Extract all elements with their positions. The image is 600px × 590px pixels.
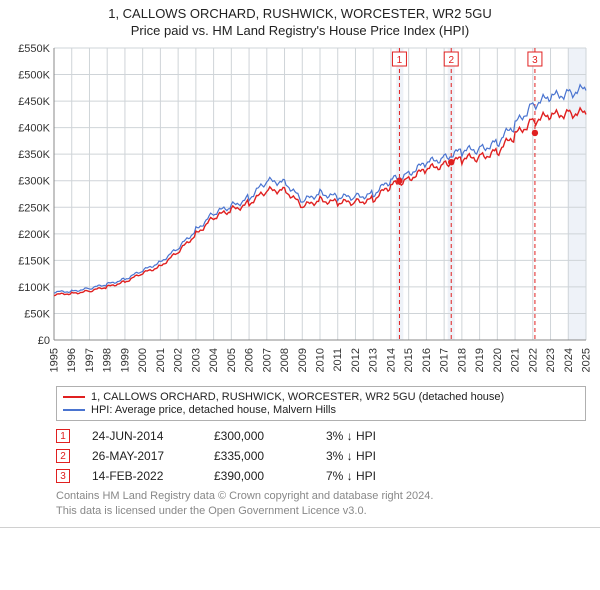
event-price: £335,000 bbox=[214, 449, 304, 463]
svg-text:2025: 2025 bbox=[581, 348, 592, 372]
event-flag-label: 1 bbox=[397, 55, 403, 66]
event-delta: 7% ↓ HPI bbox=[326, 469, 376, 483]
svg-text:2001: 2001 bbox=[155, 348, 167, 372]
svg-text:2008: 2008 bbox=[279, 348, 291, 372]
svg-text:1997: 1997 bbox=[84, 348, 96, 372]
event-price: £390,000 bbox=[214, 469, 304, 483]
attribution-line-2: This data is licensed under the Open Gov… bbox=[56, 504, 586, 519]
svg-text:2011: 2011 bbox=[332, 348, 344, 372]
event-delta: 3% ↓ HPI bbox=[326, 429, 376, 443]
svg-text:£100K: £100K bbox=[18, 282, 50, 294]
event-marker: 1 bbox=[56, 429, 70, 443]
svg-text:2015: 2015 bbox=[403, 348, 415, 372]
svg-text:£500K: £500K bbox=[18, 70, 50, 82]
svg-text:2002: 2002 bbox=[173, 348, 185, 372]
svg-text:2005: 2005 bbox=[226, 348, 238, 372]
svg-text:2016: 2016 bbox=[421, 348, 433, 372]
event-price: £300,000 bbox=[214, 429, 304, 443]
svg-text:£50K: £50K bbox=[24, 308, 50, 320]
svg-text:2020: 2020 bbox=[492, 348, 504, 372]
chart-title-main: 1, CALLOWS ORCHARD, RUSHWICK, WORCESTER,… bbox=[8, 6, 592, 21]
svg-text:£200K: £200K bbox=[18, 229, 50, 241]
svg-text:2000: 2000 bbox=[137, 348, 149, 372]
event-flag-label: 3 bbox=[532, 55, 538, 66]
event-date: 24-JUN-2014 bbox=[92, 429, 192, 443]
svg-text:2017: 2017 bbox=[439, 348, 451, 372]
svg-text:2009: 2009 bbox=[297, 348, 309, 372]
svg-text:£450K: £450K bbox=[18, 96, 50, 108]
svg-text:2013: 2013 bbox=[368, 348, 380, 372]
svg-text:2018: 2018 bbox=[456, 348, 468, 372]
event-row: 2 26-MAY-2017 £335,000 3% ↓ HPI bbox=[56, 449, 586, 463]
event-point bbox=[448, 159, 454, 165]
svg-text:2012: 2012 bbox=[350, 348, 362, 372]
legend-swatch bbox=[63, 396, 85, 398]
svg-text:2006: 2006 bbox=[244, 348, 256, 372]
event-date: 26-MAY-2017 bbox=[92, 449, 192, 463]
attribution: Contains HM Land Registry data © Crown c… bbox=[56, 489, 586, 519]
svg-text:£150K: £150K bbox=[18, 255, 50, 267]
svg-text:1996: 1996 bbox=[66, 348, 78, 372]
plot-area: £0 £50K £100K £150K £200K £250K £300K £350K £400… bbox=[8, 42, 592, 382]
svg-text:1999: 1999 bbox=[119, 348, 131, 372]
svg-text:2010: 2010 bbox=[315, 348, 327, 372]
event-delta: 3% ↓ HPI bbox=[326, 449, 376, 463]
svg-text:£250K: £250K bbox=[18, 202, 50, 214]
svg-text:1995: 1995 bbox=[49, 348, 61, 372]
svg-text:2014: 2014 bbox=[385, 348, 397, 372]
svg-text:2022: 2022 bbox=[527, 348, 539, 372]
legend-label: HPI: Average price, detached house, Malv… bbox=[91, 404, 336, 416]
svg-text:2019: 2019 bbox=[474, 348, 486, 372]
svg-text:£550K: £550K bbox=[18, 43, 50, 55]
legend-row: HPI: Average price, detached house, Malv… bbox=[63, 404, 579, 416]
svg-text:£400K: £400K bbox=[18, 123, 50, 135]
svg-text:2021: 2021 bbox=[510, 348, 522, 372]
chart-titles: 1, CALLOWS ORCHARD, RUSHWICK, WORCESTER,… bbox=[8, 6, 592, 38]
event-row: 3 14-FEB-2022 £390,000 7% ↓ HPI bbox=[56, 469, 586, 483]
event-point bbox=[396, 178, 402, 184]
legend: 1, CALLOWS ORCHARD, RUSHWICK, WORCESTER,… bbox=[56, 386, 586, 421]
event-marker: 2 bbox=[56, 449, 70, 463]
legend-swatch bbox=[63, 409, 85, 411]
event-flag-label: 2 bbox=[448, 55, 454, 66]
event-row: 1 24-JUN-2014 £300,000 3% ↓ HPI bbox=[56, 429, 586, 443]
event-list: 1 24-JUN-2014 £300,000 3% ↓ HPI 2 26-MAY-2017… bbox=[56, 429, 586, 483]
svg-text:£300K: £300K bbox=[18, 176, 50, 188]
chart-container: 1, CALLOWS ORCHARD, RUSHWICK, WORCESTER,… bbox=[0, 0, 600, 528]
event-point bbox=[532, 130, 538, 136]
legend-row: 1, CALLOWS ORCHARD, RUSHWICK, WORCESTER,… bbox=[63, 391, 579, 403]
svg-text:2024: 2024 bbox=[563, 348, 575, 372]
event-date: 14-FEB-2022 bbox=[92, 469, 192, 483]
svg-text:2004: 2004 bbox=[208, 348, 220, 372]
chart-title-sub: Price paid vs. HM Land Registry's House … bbox=[8, 23, 592, 38]
svg-text:2007: 2007 bbox=[261, 348, 273, 372]
legend-label: 1, CALLOWS ORCHARD, RUSHWICK, WORCESTER,… bbox=[91, 391, 504, 403]
svg-text:£0: £0 bbox=[38, 335, 50, 347]
svg-text:2003: 2003 bbox=[190, 348, 202, 372]
attribution-line-1: Contains HM Land Registry data © Crown c… bbox=[56, 489, 586, 504]
chart-svg: £0 £50K £100K £150K £200K £250K £300K £350K £400… bbox=[8, 42, 592, 382]
svg-text:1998: 1998 bbox=[102, 348, 114, 372]
svg-text:2023: 2023 bbox=[545, 348, 557, 372]
event-marker: 3 bbox=[56, 469, 70, 483]
svg-text:£350K: £350K bbox=[18, 149, 50, 161]
